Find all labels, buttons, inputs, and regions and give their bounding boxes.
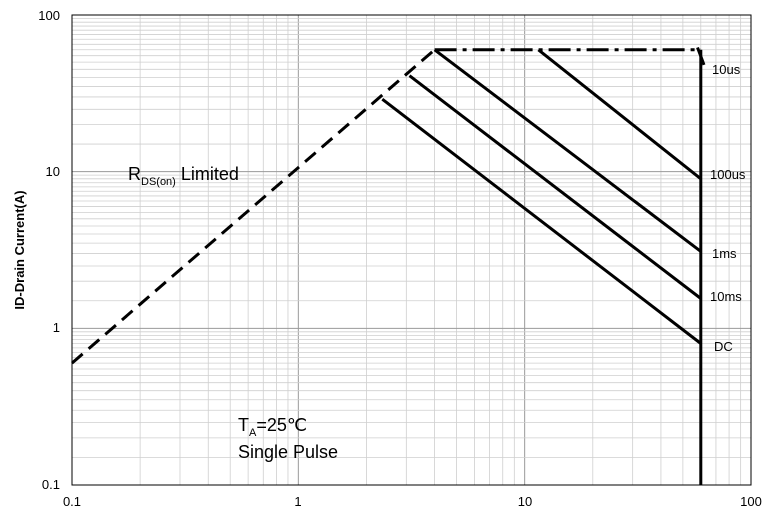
y-tick-labels: 0.1 1 10 100 xyxy=(38,8,60,492)
grid-lines xyxy=(71,15,751,486)
x-tick-labels: 0.1 1 10 100 xyxy=(63,494,762,509)
y-tick-label: 100 xyxy=(38,8,60,23)
y-tick-label: 0.1 xyxy=(42,477,60,492)
curve-label-10ms: 10ms xyxy=(710,289,742,304)
series-line-dc xyxy=(381,98,702,345)
curve-label-100us: 100us xyxy=(710,167,746,182)
x-tick-label: 100 xyxy=(740,494,762,509)
single-pulse-annotation: Single Pulse xyxy=(238,442,338,462)
y-tick-label: 10 xyxy=(46,164,60,179)
series-line-rds-on-limited xyxy=(71,48,436,365)
curve-labels: 10us 100us 1ms 10ms DC xyxy=(710,62,746,354)
series-line-10ms xyxy=(408,74,702,300)
curve-label-dc: DC xyxy=(714,339,733,354)
y-tick-label: 1 xyxy=(53,320,60,335)
y-axis-label: ID-Drain Current(A) xyxy=(12,190,27,309)
curve-label-10us: 10us xyxy=(712,62,741,77)
x-tick-label: 0.1 xyxy=(63,494,81,509)
plot-frame xyxy=(71,14,752,486)
rds-on-limited-annotation: RDS(on) Limited xyxy=(128,164,239,188)
x-tick-label: 1 xyxy=(294,494,301,509)
series-line-100us xyxy=(537,48,702,180)
series-line-1ms xyxy=(433,48,702,253)
series-layer xyxy=(71,46,706,485)
x-tick-label: 10 xyxy=(518,494,532,509)
curve-label-1ms: 1ms xyxy=(712,246,737,261)
ambient-temperature-annotation: TA=25℃ xyxy=(238,415,307,439)
